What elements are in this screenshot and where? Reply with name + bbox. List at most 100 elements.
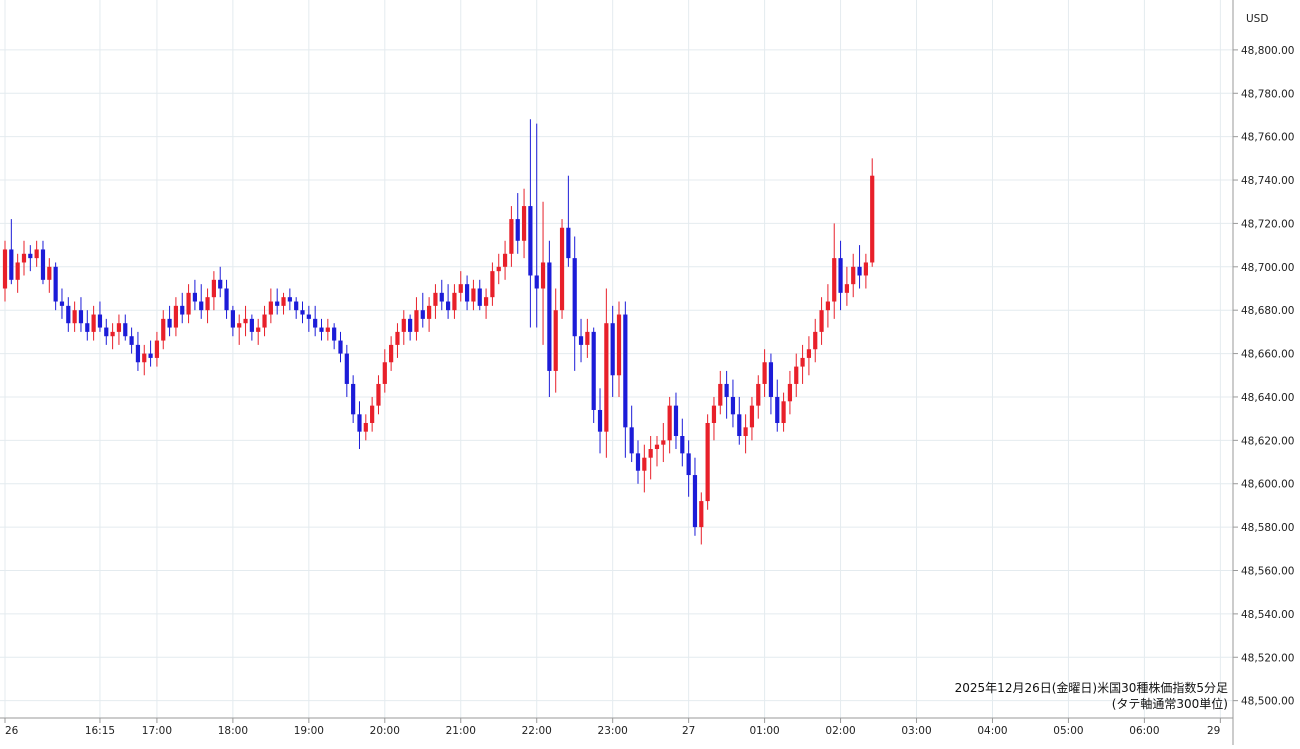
y-tick-label: 48,660.00 [1241,349,1294,361]
candle [66,297,71,332]
candle [287,288,292,311]
candle [844,266,849,306]
candle [161,310,166,350]
candle-body [686,453,691,476]
candle [768,353,774,415]
candle [237,314,242,345]
candle [623,301,628,458]
candle-body [863,262,868,276]
candle-body [673,405,679,437]
candle [148,340,153,367]
candle-body [186,292,191,315]
candle [673,392,679,450]
candles-layer [2,119,875,545]
candle [452,284,457,319]
candle-body [610,323,615,376]
x-tick-label: 17:00 [142,725,172,737]
candle-body [483,297,489,306]
candle [110,323,115,350]
candle-body [72,310,77,324]
candle [566,175,571,267]
y-tick-label: 48,760.00 [1241,132,1294,144]
candle-body [21,253,27,263]
candle [199,284,204,319]
candle-body [591,331,596,410]
candle-body [66,305,71,324]
candle-body [85,323,90,332]
candle [806,336,812,376]
candle [635,440,641,484]
candle [540,201,546,345]
candle [464,275,470,311]
candle [756,375,761,419]
candle-body [319,327,324,332]
candle [730,379,736,428]
candle [9,219,14,285]
candle [629,405,634,463]
candle-body [325,327,330,332]
candle-body [692,475,698,528]
x-tick-label: 01:00 [749,725,779,737]
candle [2,240,8,302]
candle-body [806,349,812,358]
candle-body [401,318,406,332]
candle-body [433,292,438,306]
candle-body [705,422,710,502]
candle [502,240,508,280]
candle-body [262,314,267,328]
candle [243,305,248,337]
candle-body [813,331,818,350]
candle-body [344,353,349,384]
candle-body [502,253,508,267]
candle-body [123,323,128,337]
candle-body [28,253,33,259]
candle [319,318,324,341]
candle-body [464,284,470,302]
x-tick-label: 22:00 [522,725,552,737]
candle [604,288,609,458]
candle-body [825,301,830,311]
candle-body [300,310,305,315]
candle-body [496,266,501,272]
candle-body [199,301,204,311]
candle [591,327,596,423]
y-tick-label: 48,640.00 [1241,392,1294,404]
candle-body [281,297,286,306]
candle-body [521,206,527,241]
candle-body [616,314,622,376]
candle-body [446,301,451,311]
candle-body [351,383,356,415]
candle-body [547,262,552,371]
candle [230,305,235,337]
candle [496,253,501,285]
candle [724,370,729,419]
candle [414,297,419,341]
candle [281,292,286,315]
candle-body [173,305,179,328]
candle-body [389,344,394,363]
x-tick-label: 26 [5,725,19,737]
candle [180,292,185,324]
candle-body [205,297,210,311]
candle-body [2,249,8,289]
candle-body [382,362,387,384]
candle [53,262,58,311]
candle-body [287,297,292,302]
candle-body [116,323,122,332]
y-tick-label: 48,620.00 [1241,435,1294,447]
y-axis-labels: 48,500.00 48,520.00 48,540.00 48,560.00 48,5… [1233,45,1294,708]
candle [515,193,520,254]
candle [509,206,514,267]
candle [654,436,660,467]
candle-body [458,284,463,293]
candle [40,240,46,285]
candle [376,375,381,415]
candle-body [414,310,419,332]
y-tick-label: 48,540.00 [1241,609,1294,621]
candle [338,331,343,363]
candle [483,288,489,319]
candle-body [357,414,362,432]
candle-body [844,284,849,293]
candle [186,284,191,324]
